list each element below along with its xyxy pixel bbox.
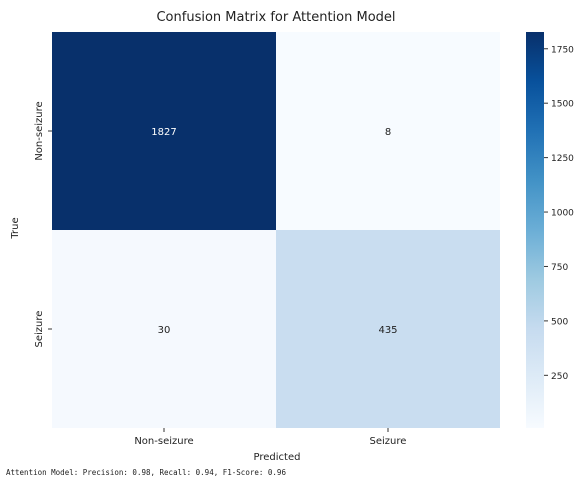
- x-tick-labels: Non-seizure Seizure: [134, 428, 406, 447]
- colorbar-tick-label: 1250: [551, 154, 574, 164]
- colorbar: [526, 32, 544, 428]
- colorbar-tick-label: 500: [551, 317, 568, 327]
- colorbar-tick-label: 250: [551, 372, 568, 382]
- cell-false-positive: [276, 32, 500, 230]
- cell-true-negative: [52, 32, 276, 230]
- x-tick-label: Seizure: [370, 436, 407, 447]
- metrics-summary: Attention Model: Precision: 0.98, Recall…: [6, 468, 286, 477]
- x-axis-label: Predicted: [254, 452, 301, 460]
- cell-value-labels: 1827 8 30 435: [151, 127, 397, 336]
- colorbar-ticks: 250 500 750 1000 1250 1500 1750: [544, 45, 574, 382]
- colorbar-tick-label: 750: [551, 263, 568, 273]
- colorbar-tick-label: 1750: [551, 45, 574, 55]
- chart-title: Confusion Matrix for Attention Model: [156, 10, 395, 25]
- cell-true-positive: [276, 230, 500, 428]
- cell-value-true-positive: 435: [378, 325, 397, 336]
- y-tick-label: Non-seizure: [34, 101, 45, 160]
- cell-value-false-positive: 8: [385, 127, 391, 138]
- y-tick-labels: Non-seizure Seizure: [34, 101, 52, 347]
- colorbar-tick-label: 1000: [551, 209, 574, 219]
- colorbar-tick-label: 1500: [551, 100, 574, 110]
- x-tick-label: Non-seizure: [134, 436, 193, 447]
- y-axis-label: True: [10, 217, 21, 239]
- y-tick-label: Seizure: [34, 311, 45, 348]
- cell-value-false-negative: 30: [158, 325, 171, 336]
- confusion-matrix-chart: Confusion Matrix for Attention Model 182…: [10, 10, 574, 460]
- cell-false-negative: [52, 230, 276, 428]
- cell-value-true-negative: 1827: [151, 127, 176, 138]
- heatmap-cells: [52, 32, 500, 428]
